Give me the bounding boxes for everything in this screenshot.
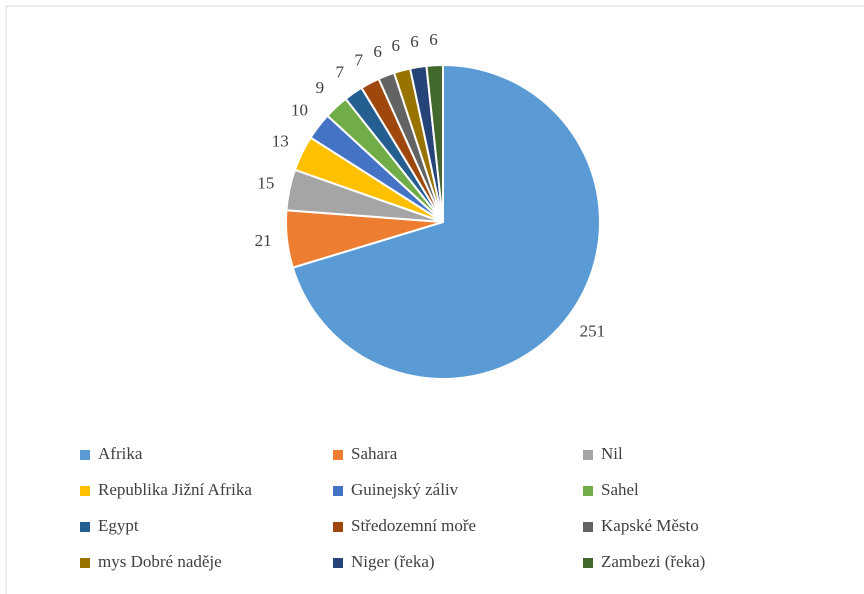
data-label: 15: [257, 174, 274, 193]
legend-label: Zambezi (řeka): [601, 552, 705, 571]
legend-swatch: [583, 558, 593, 568]
data-label: 6: [410, 32, 419, 51]
legend-swatch: [333, 522, 343, 532]
legend-label: Středozemní moře: [351, 516, 476, 535]
legend-label: Sahara: [351, 444, 398, 463]
data-label: 251: [580, 322, 606, 341]
legend-label: Niger (řeka): [351, 552, 435, 571]
data-label: 6: [392, 36, 401, 55]
data-label: 10: [291, 101, 308, 120]
legend-label: Kapské Město: [601, 516, 699, 535]
legend-swatch: [333, 486, 343, 496]
chart-frame: [5, 5, 864, 594]
data-label: 13: [272, 132, 289, 151]
data-label: 9: [316, 78, 325, 97]
legend-label: mys Dobré naděje: [98, 552, 222, 571]
legend-swatch: [583, 522, 593, 532]
legend-swatch: [583, 486, 593, 496]
legend-swatch: [333, 558, 343, 568]
pie-slice: [291, 63, 601, 380]
legend-swatch: [80, 486, 90, 496]
legend-label: Sahel: [601, 480, 639, 499]
legend-swatch: [80, 522, 90, 532]
legend-label: Nil: [601, 444, 623, 463]
data-label: 21: [255, 231, 272, 250]
pie-slice: [425, 63, 444, 223]
data-label: 7: [355, 51, 364, 70]
legend-label: Guinejský záliv: [351, 480, 459, 499]
data-label: 6: [373, 42, 382, 61]
legend-label: Afrika: [98, 444, 143, 463]
legend-swatch: [583, 450, 593, 460]
legend-label: Republika Jižní Afrika: [98, 480, 252, 499]
data-label: 7: [335, 62, 344, 81]
legend-swatch: [80, 558, 90, 568]
legend-swatch: [333, 450, 343, 460]
data-label: 6: [429, 30, 438, 49]
legend-label: Egypt: [98, 516, 139, 535]
legend-swatch: [80, 450, 90, 460]
